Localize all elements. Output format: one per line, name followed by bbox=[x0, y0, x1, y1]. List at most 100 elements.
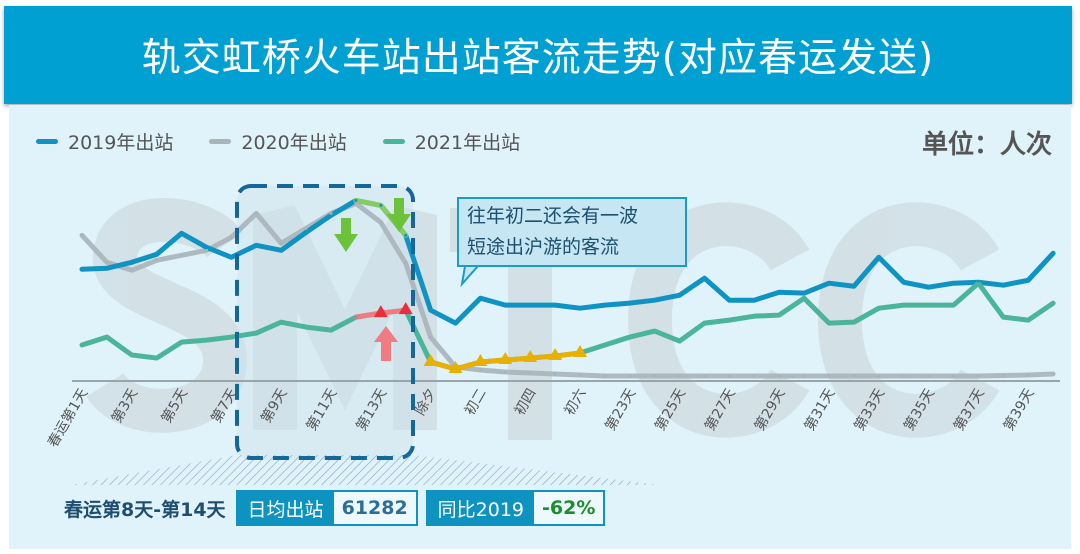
data-point-y2021 bbox=[703, 321, 706, 325]
x-tick-label: 第23天 bbox=[602, 386, 640, 434]
data-point-y2021 bbox=[105, 335, 109, 339]
data-point-y2019 bbox=[379, 203, 383, 207]
data-point-y2019 bbox=[678, 293, 682, 297]
data-point-y2019 bbox=[927, 285, 931, 289]
data-point-y2020 bbox=[80, 233, 84, 237]
data-point-y2019 bbox=[578, 306, 582, 310]
avg-label: 日均出站 bbox=[237, 492, 334, 524]
summary-period: 春运第8天-第14天 bbox=[64, 498, 226, 521]
unit-label: 单位：人次 bbox=[921, 130, 1052, 160]
data-point-y2019 bbox=[105, 266, 109, 270]
data-point-y2020 bbox=[927, 374, 931, 378]
series-line-2020 bbox=[79, 200, 1056, 379]
highlight-dashed-box bbox=[235, 184, 415, 460]
data-point-y2019 bbox=[304, 230, 308, 234]
data-point-y2019 bbox=[802, 291, 806, 295]
data-point-y2021 bbox=[304, 325, 308, 329]
data-point-y2020 bbox=[578, 373, 582, 377]
data-point-y2019 bbox=[180, 231, 184, 235]
marker-triangle bbox=[498, 352, 513, 365]
data-point-y2020 bbox=[976, 374, 980, 378]
marker-triangle bbox=[548, 348, 563, 361]
series-line-2019 bbox=[79, 197, 1056, 326]
data-point-y2021 bbox=[329, 328, 333, 332]
yoy-value: -62% bbox=[534, 492, 604, 524]
data-point-y2019 bbox=[877, 255, 881, 259]
legend: 2019年出站 2020年出站 2021年出站 bbox=[36, 128, 520, 155]
data-point-y2019 bbox=[703, 276, 706, 280]
data-point-y2021 bbox=[976, 281, 980, 285]
legend-item-2020: 2020年出站 bbox=[209, 128, 347, 155]
data-point-y2021 bbox=[205, 338, 208, 342]
marker-triangle bbox=[448, 360, 463, 373]
marker-triangle bbox=[398, 302, 413, 315]
data-point-y2019 bbox=[503, 303, 507, 307]
annotation-callout: 往年初二还会有一波 短途出沪游的客流 bbox=[457, 197, 687, 267]
data-point-y2020 bbox=[952, 374, 955, 378]
data-point-y2019 bbox=[727, 298, 731, 302]
data-point-y2020 bbox=[752, 374, 756, 378]
data-point-y2020 bbox=[503, 370, 507, 374]
data-point-y2021 bbox=[1001, 315, 1005, 319]
data-point-y2021 bbox=[155, 356, 159, 360]
highlight-area bbox=[237, 186, 413, 460]
annotation-line: 往年初二还会有一波 bbox=[467, 205, 639, 227]
data-point-y2021 bbox=[603, 343, 607, 347]
data-point-y2020 bbox=[155, 258, 159, 262]
avg-value: 61282 bbox=[333, 492, 416, 524]
data-point-y2019 bbox=[429, 308, 433, 312]
data-point-y2020 bbox=[354, 201, 358, 205]
data-point-y2019 bbox=[404, 233, 408, 237]
data-point-y2021 bbox=[678, 339, 682, 343]
data-point-y2021 bbox=[180, 340, 184, 344]
marker-triangle bbox=[523, 350, 538, 363]
data-point-y2021 bbox=[1051, 301, 1055, 305]
data-point-y2021 bbox=[354, 315, 358, 319]
data-point-y2021 bbox=[827, 321, 831, 325]
data-point-y2021 bbox=[802, 296, 806, 300]
data-point-y2019 bbox=[553, 303, 557, 307]
data-point-y2021 bbox=[927, 303, 931, 307]
legend-label: 2019年出站 bbox=[68, 132, 174, 154]
data-point-y2021 bbox=[852, 320, 856, 324]
arrow-down-icon bbox=[387, 198, 411, 232]
data-point-y2020 bbox=[703, 374, 706, 378]
data-point-y2019 bbox=[852, 284, 856, 288]
data-point-y2019 bbox=[1001, 283, 1005, 287]
data-point-y2021 bbox=[752, 314, 756, 318]
data-point-y2021 bbox=[80, 343, 84, 347]
data-point-y2021 bbox=[628, 335, 632, 339]
data-point-y2020 bbox=[254, 211, 258, 215]
callout-tail bbox=[460, 265, 481, 288]
data-point-y2019 bbox=[454, 321, 457, 325]
data-point-y2021 bbox=[653, 329, 657, 333]
data-point-y2020 bbox=[180, 253, 184, 257]
data-point-y2020 bbox=[329, 211, 333, 215]
data-point-y2019 bbox=[827, 281, 831, 285]
data-point-y2021 bbox=[254, 331, 258, 335]
data-point-y2020 bbox=[777, 374, 781, 378]
yoy-label: 同比2019 bbox=[427, 492, 535, 524]
data-point-y2019 bbox=[155, 252, 159, 256]
data-point-y2019 bbox=[603, 303, 607, 307]
legend-label: 2020年出站 bbox=[241, 132, 347, 154]
data-point-y2020 bbox=[877, 374, 881, 378]
data-point-y2020 bbox=[429, 335, 433, 339]
data-point-y2020 bbox=[1051, 372, 1055, 376]
summary-row: 春运第8天-第14天 日均出站 61282 同比2019 -62% bbox=[64, 490, 613, 526]
data-point-y2020 bbox=[553, 372, 557, 376]
data-point-y2020 bbox=[802, 374, 806, 378]
x-tick-label: 第39天 bbox=[1000, 386, 1038, 434]
data-point-y2020 bbox=[902, 374, 906, 378]
data-point-y2019 bbox=[1051, 251, 1055, 255]
data-point-y2019 bbox=[279, 248, 283, 252]
data-point-y2020 bbox=[304, 226, 308, 230]
data-point-y2021 bbox=[130, 353, 134, 357]
data-point-y2020 bbox=[678, 374, 682, 378]
data-point-y2020 bbox=[827, 374, 831, 378]
data-point-y2019 bbox=[80, 267, 84, 271]
title-banner: 轨交虹桥火车站出站客流走势(对应春运发送) bbox=[4, 6, 1072, 104]
yoy-box: 同比2019 -62% bbox=[425, 490, 606, 526]
data-point-y2019 bbox=[205, 245, 208, 249]
